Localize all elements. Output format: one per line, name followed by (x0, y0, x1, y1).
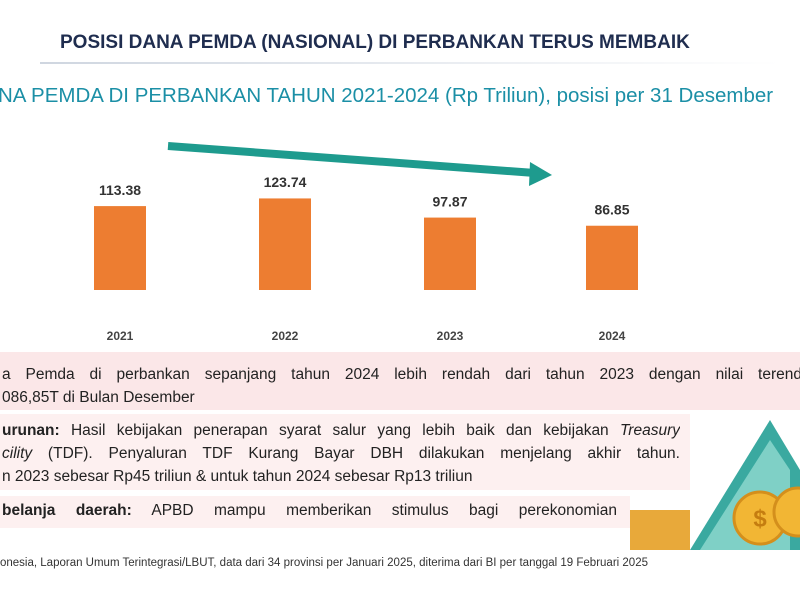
chart-title: NA PEMDA DI PERBANKAN TAHUN 2021-2024 (R… (0, 84, 774, 107)
note-text: Hasil kebijakan penerapan syarat salur y… (59, 422, 620, 439)
note-line: belanja daerah: APBD mampu memberikan st… (2, 500, 617, 522)
note-line: cility (TDF). Penyaluran TDF Kurang Baya… (2, 443, 680, 465)
note-text: a Pemda di perbankan sepanjang tahun 202… (2, 366, 800, 383)
note-band (0, 496, 630, 528)
note-text: 086,85T di Bulan Desember (2, 389, 195, 406)
bar (259, 198, 311, 290)
note-line: 086,85T di Bulan Desember (2, 387, 195, 409)
x-tick-label: 2023 (437, 329, 464, 343)
x-tick-label: 2021 (107, 329, 134, 343)
note-line: a Pemda di perbankan sepanjang tahun 202… (2, 364, 800, 386)
header-title: POSISI DANA PEMDA (NASIONAL) DI PERBANKA… (60, 32, 690, 53)
data-label: 113.38 (99, 182, 141, 198)
source-note: onesia, Laporan Umum Terintegrasi/LBUT, … (0, 557, 648, 569)
note-band (0, 414, 690, 490)
data-label: 123.74 (264, 174, 307, 190)
note-text: cility (2, 445, 33, 462)
bar (94, 206, 146, 290)
note-line: urunan: Hasil kebijakan penerapan syarat… (2, 420, 680, 442)
note-text: APBD mampu memberikan stimulus bagi pere… (131, 502, 617, 519)
data-label: 97.87 (432, 193, 467, 209)
header-rule (40, 62, 780, 64)
x-tick-label: 2022 (272, 329, 299, 343)
x-tick-label: 2024 (599, 329, 626, 343)
trend-arrow (167, 142, 552, 186)
svg-text:$: $ (753, 505, 767, 532)
decor-illustration: $ (630, 420, 800, 550)
note-text: Treasury (619, 422, 680, 439)
bar (424, 217, 476, 290)
bar (586, 225, 638, 290)
note-text: belanja daerah: (2, 502, 132, 519)
note-band (0, 352, 800, 410)
data-label: 86.85 (594, 201, 629, 217)
note-line: n 2023 sebesar Rp45 triliun & untuk tahu… (2, 466, 472, 488)
note-text: n 2023 sebesar Rp45 triliun & untuk tahu… (2, 468, 473, 485)
note-text: urunan: (2, 422, 60, 439)
note-text: (TDF). Penyaluran TDF Kurang Bayar DBH d… (32, 445, 680, 462)
